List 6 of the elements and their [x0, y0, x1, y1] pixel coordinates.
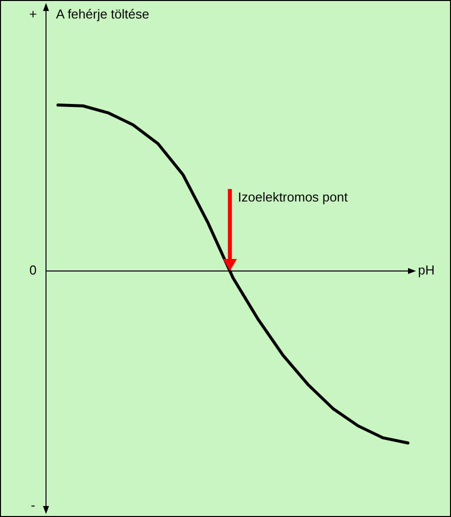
x-axis-title: pH [418, 262, 435, 278]
text: - [30, 497, 36, 512]
text: 0 [29, 262, 37, 278]
annotation: Izoelektromos pont [238, 189, 348, 204]
text: A fehérje töltése [56, 6, 150, 22]
text: + [29, 6, 37, 22]
